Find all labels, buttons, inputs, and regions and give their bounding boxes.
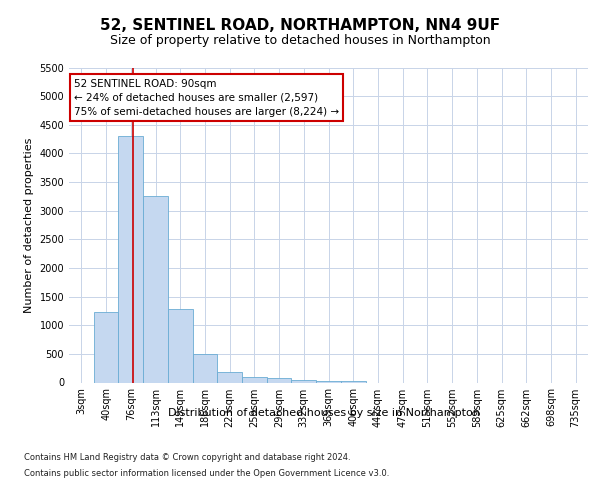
- Bar: [316, 381, 341, 382]
- Bar: [193, 354, 217, 382]
- Bar: [94, 312, 118, 382]
- Text: Size of property relative to detached houses in Northampton: Size of property relative to detached ho…: [110, 34, 490, 47]
- Bar: [267, 378, 292, 382]
- Text: Contains HM Land Registry data © Crown copyright and database right 2024.: Contains HM Land Registry data © Crown c…: [24, 454, 350, 462]
- Text: 52 SENTINEL ROAD: 90sqm
← 24% of detached houses are smaller (2,597)
75% of semi: 52 SENTINEL ROAD: 90sqm ← 24% of detache…: [74, 78, 340, 116]
- Text: Distribution of detached houses by size in Northampton: Distribution of detached houses by size …: [168, 408, 480, 418]
- Bar: [292, 380, 316, 382]
- Text: 52, SENTINEL ROAD, NORTHAMPTON, NN4 9UF: 52, SENTINEL ROAD, NORTHAMPTON, NN4 9UF: [100, 18, 500, 32]
- Bar: [242, 377, 267, 382]
- Bar: [217, 372, 242, 382]
- Text: Contains public sector information licensed under the Open Government Licence v3: Contains public sector information licen…: [24, 468, 389, 477]
- Bar: [118, 136, 143, 382]
- Bar: [168, 309, 193, 382]
- Y-axis label: Number of detached properties: Number of detached properties: [24, 138, 34, 312]
- Bar: [143, 196, 168, 382]
